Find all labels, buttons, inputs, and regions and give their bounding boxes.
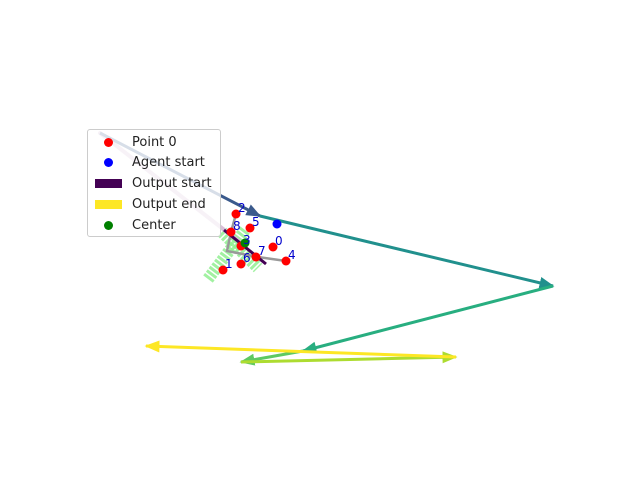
point-label: 8 — [233, 219, 241, 233]
point-label: 4 — [288, 248, 296, 262]
legend-marker-agent-start — [103, 157, 113, 167]
point-labels-layer: 0 1 2 3 4 5 6 7 8 — [225, 201, 296, 271]
point-label: 3 — [243, 233, 251, 247]
path-arrow — [240, 351, 458, 364]
legend-item-output-start: Output start — [94, 173, 212, 193]
points-layer — [218, 209, 291, 275]
legend-label-center: Center — [132, 217, 176, 233]
path-arrow — [144, 340, 457, 359]
legend-item-agent-start: Agent start — [94, 152, 205, 172]
point-marker — [268, 242, 278, 252]
point-label: 2 — [238, 201, 246, 215]
connecting-polyline — [225, 213, 287, 263]
point-label: 7 — [258, 244, 266, 258]
point-marker — [218, 265, 228, 275]
point-label: 0 — [275, 234, 283, 248]
path-arrow — [301, 284, 554, 354]
highlight-segment — [203, 226, 250, 283]
legend-label-agent-start: Agent start — [132, 154, 205, 170]
point-marker — [231, 209, 241, 219]
legend-item-point: Point 0 — [94, 132, 177, 152]
point-marker — [281, 256, 291, 266]
point-marker — [251, 252, 261, 262]
legend-marker-center — [103, 220, 113, 230]
legend-label-output-end: Output end — [132, 196, 206, 212]
legend-marker-point — [103, 137, 113, 147]
point-marker — [226, 227, 236, 237]
point-label: 1 — [225, 257, 233, 271]
point-marker — [236, 259, 246, 269]
legend-label-point: Point 0 — [132, 134, 177, 150]
agent-start-marker — [272, 219, 282, 229]
legend-marker-output-end — [94, 199, 122, 209]
point-label: 5 — [252, 215, 260, 229]
polyline-layer — [225, 213, 287, 263]
point-marker — [245, 223, 255, 233]
path-arrow — [239, 349, 304, 366]
legend-item-output-end: Output end — [94, 194, 206, 214]
legend-marker-output-start — [94, 178, 122, 188]
legend: Point 0 Agent start Output start Output … — [87, 129, 221, 237]
path-arrow — [259, 214, 555, 289]
legend-label-output-start: Output start — [132, 175, 212, 191]
center-marker — [240, 238, 250, 248]
legend-item-center: Center — [94, 215, 176, 235]
point-label: 6 — [243, 251, 251, 265]
